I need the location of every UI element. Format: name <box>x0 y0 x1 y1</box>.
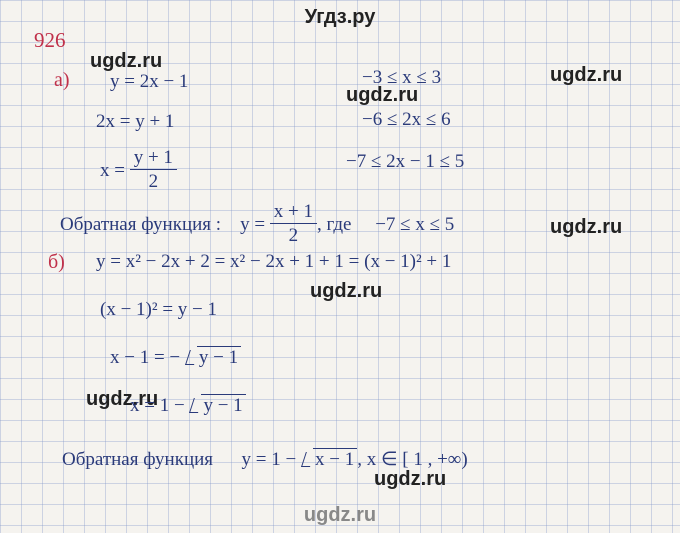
site-footer: ugdz.ru <box>0 504 680 527</box>
watermark: ugdz.ru <box>550 216 622 239</box>
part-a-eq2: 2x = y + 1 <box>96 112 174 131</box>
part-b-eq2: (x − 1)² = y − 1 <box>100 300 217 319</box>
eq4-sqrt: y − 1 <box>189 394 245 415</box>
part-b-eq4: x = 1 − y − 1 <box>130 394 246 415</box>
eq3-num: y + 1 <box>130 148 177 170</box>
inverse-fraction: x + 12 <box>270 202 317 245</box>
inverse-b-domain: , x ∈ [ 1 , +∞) <box>357 449 467 470</box>
watermark: ugdz.ru <box>374 468 446 491</box>
part-a-eq1: y = 2x − 1 <box>110 72 188 91</box>
part-b-eq3: x − 1 = − y − 1 <box>110 346 241 367</box>
eq4-prefix: x = 1 − <box>130 395 189 416</box>
part-b-inverse: Обратная функция y = 1 − x − 1, x ∈ [ 1 … <box>62 448 468 469</box>
inverse-num: x + 1 <box>270 202 317 224</box>
part-a-range2: −6 ≤ 2x ≤ 6 <box>362 110 451 129</box>
eq3b-prefix: x − 1 = − <box>110 347 185 368</box>
part-a-inverse: Обратная функция : y = x + 12, где −7 ≤ … <box>60 204 454 247</box>
paper-background: Угдз.ру ugdz.ru ugdz.ru ugdz.ru ugdz.ru … <box>0 0 680 533</box>
inverse-b-prefix: y = 1 − <box>242 449 301 470</box>
part-a-label: а) <box>54 70 70 90</box>
inverse-b-label: Обратная функция <box>62 449 213 470</box>
eq4-rad: y − 1 <box>201 394 245 415</box>
problem-number: 926 <box>34 30 66 51</box>
inverse-label: Обратная функция : <box>60 214 221 235</box>
eq3b-rad: y − 1 <box>197 346 241 367</box>
eq3-prefix: x = <box>100 160 130 181</box>
watermark: ugdz.ru <box>550 64 622 87</box>
eq3-den: 2 <box>130 170 177 191</box>
eq3b-sqrt: y − 1 <box>185 346 241 367</box>
inverse-where: , где <box>317 214 351 235</box>
part-b-eq1: y = x² − 2x + 2 = x² − 2x + 1 + 1 = (x −… <box>96 252 451 271</box>
inverse-den: 2 <box>270 224 317 245</box>
part-a-eq3: x = y + 12 <box>100 150 177 193</box>
part-b-label: б) <box>48 252 65 272</box>
inverse-b-sqrt: x − 1 <box>301 448 357 469</box>
eq3-fraction: y + 12 <box>130 148 177 191</box>
watermark: ugdz.ru <box>90 50 162 73</box>
inverse-range: −7 ≤ x ≤ 5 <box>375 214 454 235</box>
watermark: ugdz.ru <box>310 280 382 303</box>
inverse-b-rad: x − 1 <box>313 448 357 469</box>
part-a-range1: −3 ≤ x ≤ 3 <box>362 68 441 87</box>
part-a-range3: −7 ≤ 2x − 1 ≤ 5 <box>346 152 464 171</box>
inverse-y: y = <box>240 214 270 235</box>
site-header: Угдз.ру <box>0 6 680 29</box>
